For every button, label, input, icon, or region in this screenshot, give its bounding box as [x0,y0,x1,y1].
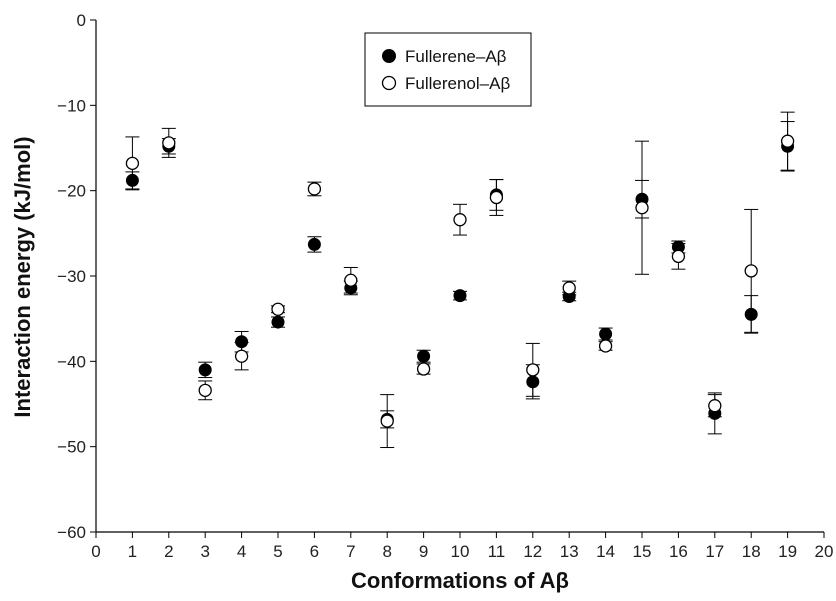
legend-label-fullerene: Fullerene–Aβ [405,47,507,66]
y-tick-label: −20 [57,182,86,201]
x-tick-label: 11 [488,542,506,561]
point-fullerenol [125,156,140,171]
x-tick-label: 19 [778,542,797,561]
legend-label-fullerenol: Fullerenol–Aβ [405,74,510,93]
x-tick-label: 18 [742,542,761,561]
y-axis-title: Interaction energy (kJ/mol) [10,136,35,417]
x-tick-label: 7 [346,542,355,561]
point-fullerene [417,349,431,363]
point-fullerenol [526,363,540,377]
legend: Fullerene–Aβ Fullerenol–Aβ [364,32,532,107]
point-fullerene [235,335,249,349]
axes-group: 0 1 2 3 4 5 6 7 8 9 10 11 12 13 14 15 16 17 18 19 200−10−20−… [57,11,833,561]
legend-box [364,32,532,107]
point-fullerene [198,363,212,377]
y-tick-label: −30 [57,267,86,286]
y-tick-label: −60 [57,523,86,542]
y-tick-label: −50 [57,438,86,457]
point-fullerenol [344,273,358,287]
point-fullerenol [598,339,613,353]
x-tick-label: 9 [419,542,428,561]
x-tick-label: 13 [560,542,579,561]
x-tick-label: 5 [273,542,282,561]
legend-marker-fullerenol [381,75,397,91]
point-fullerenol [416,362,431,376]
point-fullerenol [780,134,795,148]
point-fullerene [599,327,613,341]
point-fullerenol [453,213,467,227]
x-tick-label: 4 [237,542,246,561]
point-fullerenol [635,201,649,215]
x-tick-label: 0 [91,542,100,561]
point-fullerenol [198,383,212,397]
point-fullerenol [234,349,249,363]
x-tick-label: 1 [128,542,137,561]
y-tick-label: −40 [57,352,86,371]
x-tick-label: 12 [523,542,542,561]
point-fullerene [453,289,467,303]
point-fullerene [526,375,540,389]
x-tick-label: 15 [633,542,652,561]
x-tick-label: 6 [310,542,319,561]
x-tick-label: 2 [164,542,173,561]
x-tick-label: 3 [200,542,209,561]
y-tick-label: −10 [57,96,86,115]
x-tick-label: 16 [669,542,688,561]
point-fullerenol [562,281,576,295]
data-marks-group [125,111,795,449]
point-fullerenol [307,182,322,196]
point-fullerenol [271,302,285,316]
point-fullerenol [708,399,722,413]
point-fullerenol [671,249,686,264]
x-tick-label: 20 [815,542,834,561]
y-tick-label: 0 [77,11,86,30]
point-fullerenol [744,264,758,278]
point-fullerenol [380,414,394,428]
legend-marker-fullerene [382,49,396,63]
point-fullerene [125,173,139,187]
point-fullerenol [489,190,504,205]
x-tick-label: 14 [596,542,615,561]
point-fullerenol [162,136,176,150]
point-fullerene [744,307,758,321]
point-fullerene [271,315,285,329]
x-tick-label: 17 [705,542,724,561]
x-tick-label: 10 [451,542,470,561]
point-fullerene [307,237,321,251]
x-tick-label: 8 [382,542,391,561]
x-axis-title: Conformations of Aβ [351,568,569,593]
